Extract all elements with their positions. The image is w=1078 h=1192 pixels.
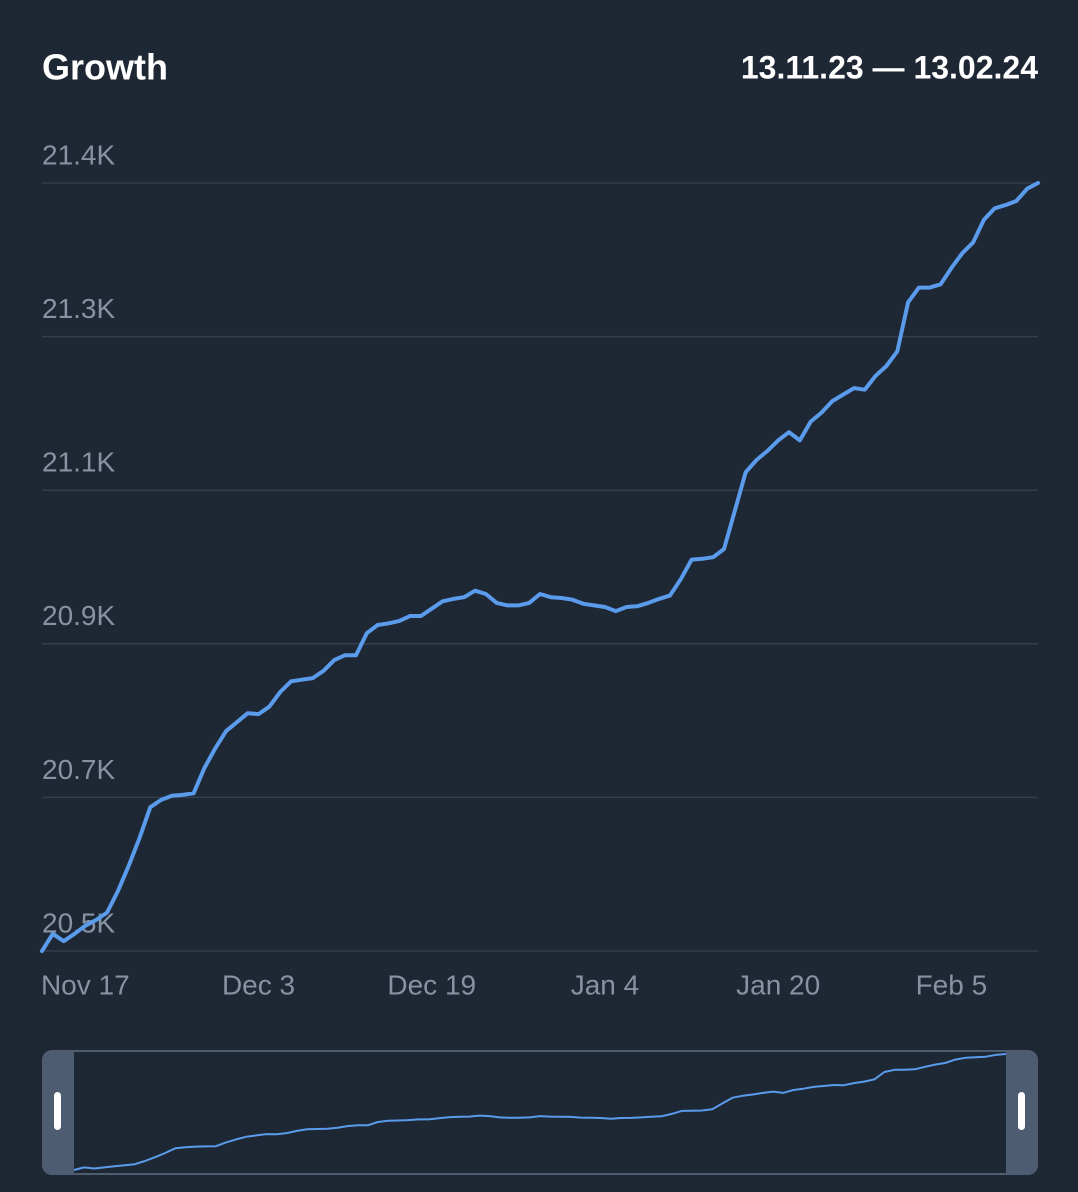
- x-tick-label: Jan 4: [571, 969, 640, 1000]
- y-tick-label: 21.3K: [42, 293, 115, 324]
- navigator[interactable]: [42, 1050, 1038, 1175]
- handle-grip: [54, 1092, 61, 1130]
- x-tick-label: Nov 17: [41, 969, 130, 1000]
- navigator-frame: [42, 1050, 1038, 1175]
- plot: [40, 181, 1040, 953]
- handle-grip: [1018, 1092, 1025, 1130]
- x-tick-label: Feb 5: [916, 969, 988, 1000]
- y-tick-label: 21.4K: [42, 139, 115, 170]
- y-tick-label: 20.7K: [42, 754, 115, 785]
- x-tick-label: Dec 19: [387, 969, 476, 1000]
- date-range: 13.11.23 — 13.02.24: [741, 49, 1038, 85]
- x-tick-label: Dec 3: [222, 969, 295, 1000]
- y-tick-label: 20.9K: [42, 600, 115, 631]
- line: [40, 181, 1040, 953]
- y-tick-label: 21.1K: [42, 447, 115, 478]
- x-tick-label: Jan 20: [736, 969, 820, 1000]
- chart-title: Growth: [42, 47, 168, 88]
- navigator-line: [73, 1053, 1007, 1171]
